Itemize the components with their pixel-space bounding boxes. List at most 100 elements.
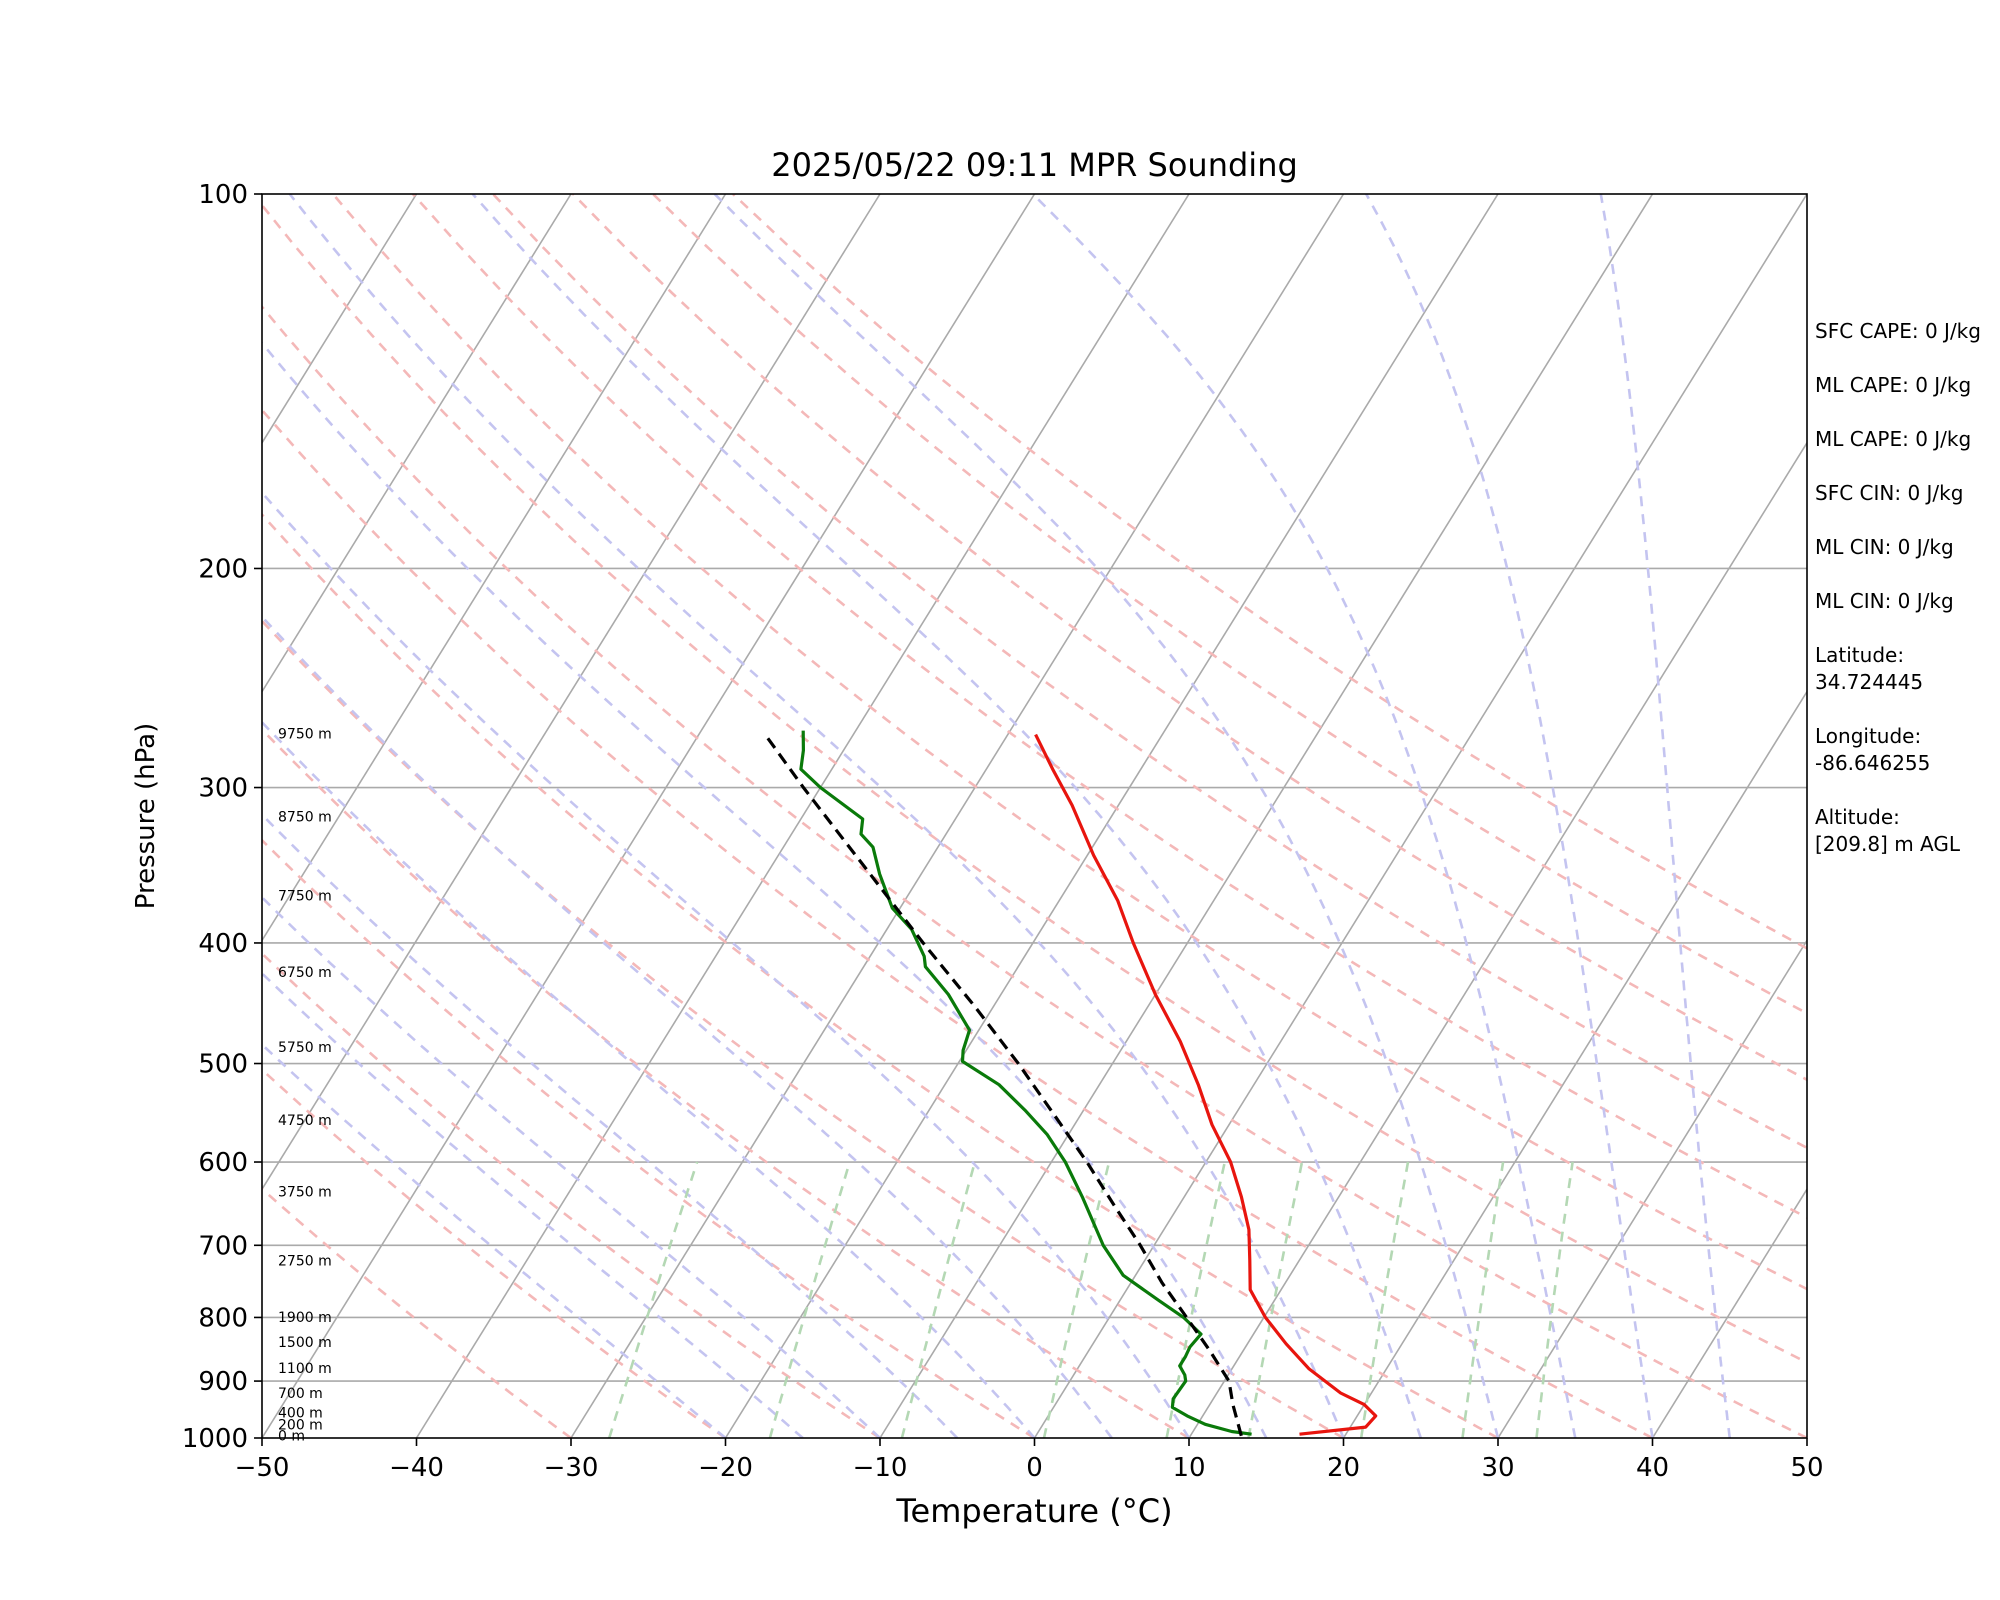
dry-adiabat bbox=[262, 1187, 572, 1438]
moist-adiabat bbox=[262, 490, 1191, 1438]
dry-adiabat bbox=[262, 1067, 727, 1438]
mixing-ratio-line bbox=[1535, 1161, 1574, 1438]
moist-adiabat bbox=[1599, 194, 1732, 1438]
isotherm bbox=[262, 194, 881, 1191]
ml-cape-label-2: ML CAPE: 0 J/kg bbox=[1815, 427, 1972, 451]
series-dewpoint-line bbox=[799, 730, 1252, 1436]
chart-title: 2025/05/22 09:11 MPR Sounding bbox=[771, 146, 1298, 184]
dry-adiabat bbox=[262, 512, 1499, 1438]
dry-adiabat bbox=[262, 408, 1654, 1438]
height-label: 3750 m bbox=[278, 1185, 332, 1201]
height-label: 8750 m bbox=[278, 809, 332, 825]
height-label: 700 m bbox=[278, 1386, 323, 1402]
mixing-ratio-line bbox=[1461, 1161, 1505, 1438]
plot-frame bbox=[261, 193, 1808, 1439]
isotherm bbox=[724, 194, 1499, 1438]
dry-adiabat bbox=[411, 194, 1807, 1219]
moist-adiabat bbox=[713, 194, 1500, 1438]
isotherm bbox=[262, 194, 572, 694]
x-tick-label: −30 bbox=[544, 1453, 599, 1483]
isotherm bbox=[262, 194, 418, 445]
y-tick-label: 1000 bbox=[182, 1424, 248, 1454]
isotherm bbox=[1342, 690, 1807, 1438]
dry-adiabat bbox=[262, 838, 1036, 1438]
x-tick-label: 30 bbox=[1481, 1453, 1514, 1483]
dry-adiabat bbox=[262, 619, 1345, 1438]
isotherm bbox=[879, 194, 1654, 1438]
x-tick-label: 0 bbox=[1026, 1453, 1043, 1483]
isotherm bbox=[1188, 441, 1807, 1438]
y-tick-label: 700 bbox=[198, 1231, 248, 1261]
isotherm bbox=[0, 194, 108, 1438]
dry-adiabat bbox=[262, 203, 1807, 1365]
isotherm bbox=[570, 194, 1345, 1438]
mixing-ratio-line bbox=[768, 1161, 851, 1438]
height-label: 1500 m bbox=[278, 1335, 332, 1351]
y-tick-label: 900 bbox=[198, 1367, 248, 1397]
moist-adiabat bbox=[1031, 194, 1577, 1438]
series-parcel-line bbox=[763, 733, 1243, 1437]
y-tick-label: 100 bbox=[198, 180, 248, 210]
y-tick-label: 600 bbox=[198, 1148, 248, 1178]
x-tick-label: 50 bbox=[1790, 1453, 1823, 1483]
height-label: 0 m bbox=[278, 1428, 305, 1444]
x-tick-label: −20 bbox=[698, 1453, 753, 1483]
moist-adiabat bbox=[262, 895, 881, 1438]
y-tick-label: 300 bbox=[198, 774, 248, 804]
isotherm bbox=[262, 194, 1036, 1438]
y-axis-label: Pressure (hPa) bbox=[131, 723, 161, 910]
height-label: 5750 m bbox=[278, 1040, 332, 1056]
x-tick-label: 20 bbox=[1327, 1453, 1360, 1483]
dry-adiabat bbox=[262, 727, 1190, 1438]
ml-cin-label-2: ML CIN: 0 J/kg bbox=[1815, 589, 1954, 613]
moist-adiabat bbox=[262, 971, 804, 1438]
dry-adiabat bbox=[652, 194, 1807, 1015]
y-tick-label: 200 bbox=[198, 554, 248, 584]
height-label: 200 m bbox=[278, 1417, 323, 1433]
ml-cin-label: ML CIN: 0 J/kg bbox=[1815, 535, 1954, 559]
height-label: 400 m bbox=[278, 1406, 323, 1422]
altitude-label: Altitude: [209.8] m AGL bbox=[1815, 805, 1961, 856]
isotherm bbox=[1651, 1187, 1807, 1438]
moist-adiabat bbox=[262, 341, 1268, 1438]
x-tick-label: 40 bbox=[1636, 1453, 1669, 1483]
x-tick-label: 10 bbox=[1172, 1453, 1205, 1483]
height-label: 4750 m bbox=[278, 1113, 332, 1129]
x-tick-label: −10 bbox=[853, 1453, 908, 1483]
height-label: 9750 m bbox=[278, 727, 332, 743]
dry-adiabat bbox=[732, 194, 1807, 950]
height-label: 1100 m bbox=[278, 1361, 332, 1377]
mixing-ratio-line bbox=[1247, 1161, 1304, 1438]
mixing-ratio-line bbox=[900, 1161, 977, 1438]
isotherm bbox=[262, 194, 727, 942]
moist-adiabat bbox=[262, 1042, 727, 1438]
x-axis-label: Temperature (°C) bbox=[895, 1492, 1172, 1530]
moist-adiabat bbox=[471, 194, 1423, 1438]
y-tick-label: 800 bbox=[198, 1303, 248, 1333]
sfc-cape-label: SFC CAPE: 0 J/kg bbox=[1815, 319, 1981, 343]
dry-adiabat bbox=[572, 194, 1807, 1082]
height-label: 6750 m bbox=[278, 965, 332, 981]
series-temperature-line bbox=[1034, 733, 1378, 1436]
moist-adiabat bbox=[262, 720, 1036, 1438]
height-label: 1900 m bbox=[278, 1310, 332, 1326]
dry-adiabat bbox=[492, 194, 1807, 1150]
x-tick-label: −50 bbox=[235, 1453, 290, 1483]
isotherm bbox=[1033, 194, 1807, 1438]
y-tick-label: 400 bbox=[198, 929, 248, 959]
longitude-label: Longitude: -86.646255 bbox=[1815, 724, 1931, 775]
moist-adiabat bbox=[288, 194, 1345, 1438]
moist-adiabat bbox=[262, 614, 1113, 1438]
height-label: 7750 m bbox=[278, 888, 332, 904]
moist-adiabat bbox=[1365, 194, 1654, 1438]
sfc-cin-label: SFC CIN: 0 J/kg bbox=[1815, 481, 1964, 505]
dry-adiabat bbox=[262, 304, 1807, 1438]
height-label: 2750 m bbox=[278, 1253, 332, 1269]
mixing-ratio-line bbox=[1042, 1161, 1111, 1438]
x-tick-label: −40 bbox=[389, 1453, 444, 1483]
latitude-label: Latitude: 34.724445 bbox=[1815, 643, 1924, 694]
mixing-ratio-line bbox=[607, 1161, 699, 1438]
isotherm bbox=[1497, 938, 1807, 1438]
ml-cape-label: ML CAPE: 0 J/kg bbox=[1815, 373, 1972, 397]
